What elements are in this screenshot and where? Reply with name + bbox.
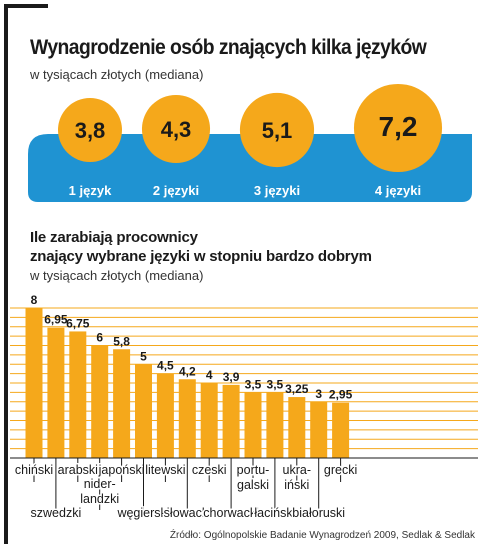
bubble-value-label: 5,1 <box>262 118 293 143</box>
category-label: grecki <box>324 463 357 477</box>
source-note: Źródło: Ogólnopolskie Badanie Wynagrodze… <box>169 530 475 541</box>
bubble-value-label: 4,3 <box>161 117 192 142</box>
category-label: japoński <box>98 463 145 477</box>
chart-title-line-2: znający wybrane języki w stopniu bardzo … <box>30 248 372 265</box>
bar-value-label: 3,5 <box>245 377 262 391</box>
bar <box>288 397 306 458</box>
chart-title-languages-count: Wynagrodzenie osób znających kilka język… <box>30 36 427 59</box>
bar-value-label: 4,2 <box>179 364 196 378</box>
bubble-3 <box>239 92 315 168</box>
bar-value-label: 8 <box>31 293 38 307</box>
category-label: galski <box>237 478 269 492</box>
bar <box>310 401 328 458</box>
bar-value-label: 3,25 <box>285 382 309 396</box>
bar-value-label: 5 <box>140 349 147 363</box>
bubble-2 <box>141 94 211 164</box>
bar <box>47 327 65 458</box>
bubble-value-label: 3,8 <box>75 118 106 143</box>
bubble-category-label: 1 język <box>69 183 112 198</box>
category-label: ukra- <box>283 463 311 477</box>
bar-value-label: 3,9 <box>223 370 240 384</box>
category-label: chiński <box>15 463 53 477</box>
chart-subtitle-specific-languages: w tysiącach złotych (mediana) <box>30 268 204 283</box>
category-label: białoruski <box>292 506 345 520</box>
bar <box>91 345 109 458</box>
bubble-category-label: 2 języki <box>153 183 199 198</box>
bubble-value-label: 7,2 <box>379 111 418 142</box>
category-label: arabski <box>58 463 98 477</box>
bar <box>135 364 152 458</box>
bar-value-label: 6,95 <box>44 313 68 327</box>
category-label: portu- <box>237 463 270 477</box>
bar <box>244 392 262 458</box>
bar <box>266 392 284 458</box>
category-label: landzki <box>80 492 119 506</box>
frame-corner-top <box>4 4 48 8</box>
category-label: szwedzki <box>31 506 82 520</box>
bar-value-label: 3 <box>315 387 322 401</box>
bar-value-label: 4,5 <box>157 359 174 373</box>
bar-value-label: 3,5 <box>267 377 284 391</box>
grid-lines <box>10 307 478 450</box>
category-label: łaciński <box>254 506 295 520</box>
bar <box>200 383 218 458</box>
bar <box>156 373 174 458</box>
bubble-category-label: 4 języki <box>375 183 421 198</box>
bar <box>69 331 87 458</box>
bar <box>332 402 350 458</box>
category-label: litewski <box>145 463 185 477</box>
bar <box>178 379 196 458</box>
category-label: czeski <box>192 463 227 477</box>
bar-value-label: 4 <box>206 368 213 382</box>
category-label: nider- <box>84 477 116 491</box>
bubble-1 <box>58 98 122 162</box>
chart-title-line-1: Ile zarabiają procownicy <box>30 229 198 246</box>
category-label: słowacki <box>164 506 211 520</box>
bar-value-label: 6,75 <box>66 316 90 330</box>
bubble-4 <box>353 83 443 173</box>
category-label: iński <box>284 478 309 492</box>
category-label: chorwacki <box>203 506 259 520</box>
bar <box>222 384 240 458</box>
category-label: węgierski <box>116 506 169 520</box>
bar <box>113 349 131 458</box>
bubble-category-label: 3 języki <box>254 183 300 198</box>
chart-subtitle-languages-count: w tysiącach złotych (mediana) <box>30 67 204 82</box>
chart-title-specific-languages: Ile zarabiają procownicy znający wybrane… <box>30 228 372 266</box>
bar-value-label: 6 <box>96 331 103 345</box>
bar <box>25 308 43 458</box>
bar-value-label: 2,95 <box>329 388 353 402</box>
bar-value-label: 5,8 <box>113 334 130 348</box>
frame-corner-left <box>4 4 8 544</box>
